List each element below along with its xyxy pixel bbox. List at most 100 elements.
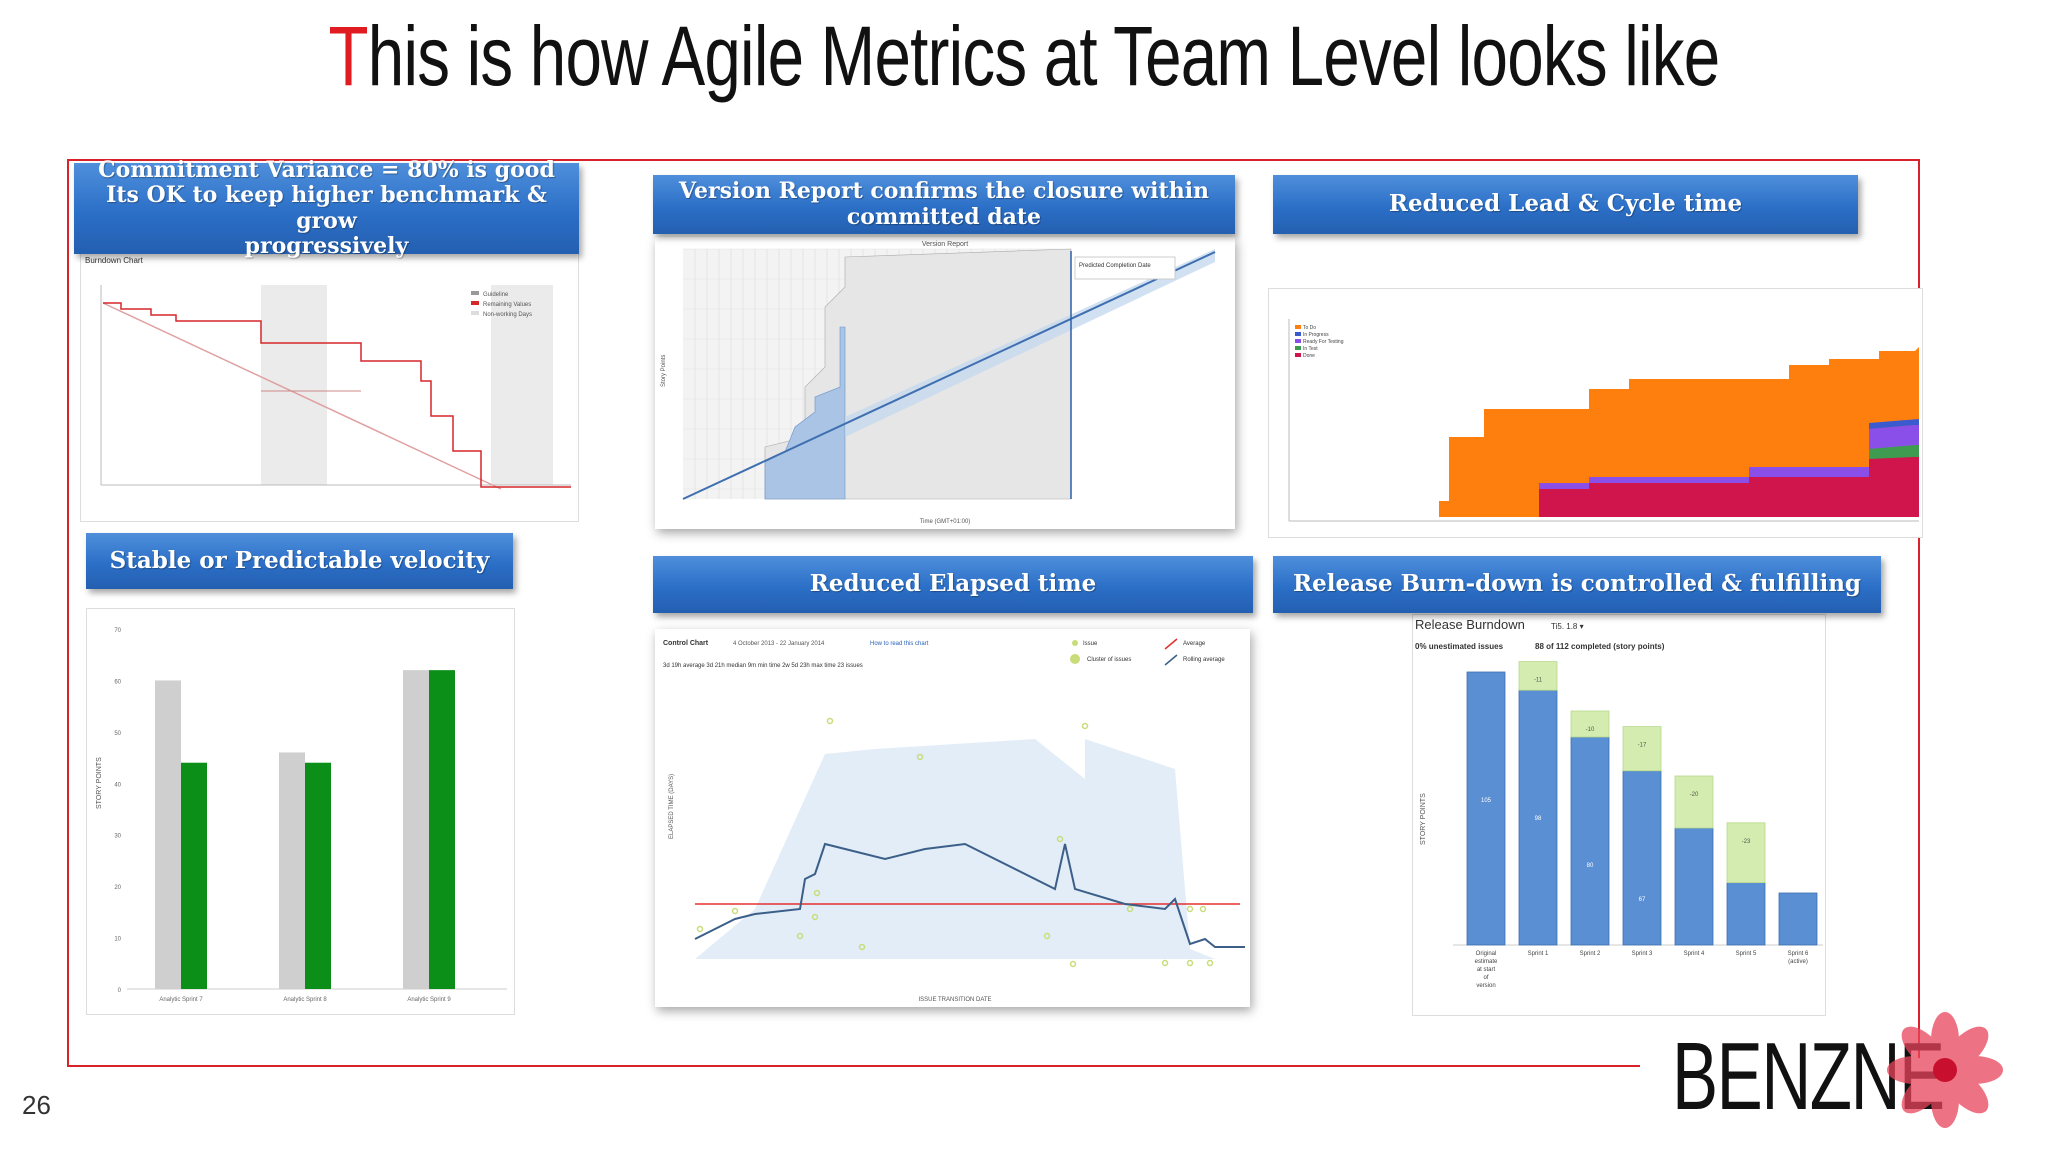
legend-average: Average xyxy=(1183,641,1206,647)
velocity-category-label: Analytic Sprint 9 xyxy=(407,997,451,1003)
cfd-legend-2: Ready For Testing xyxy=(1303,339,1344,345)
remaining-bar xyxy=(1726,882,1766,946)
added-scope-bar xyxy=(1726,822,1766,884)
added-scope-value: -10 xyxy=(1586,727,1595,733)
burndown-chart-panel: Burndown Chart Guideline Remaining Value… xyxy=(80,250,579,522)
release-burndown-title: Release Burndown xyxy=(1415,617,1525,632)
legend-rolling-average: Rolling average xyxy=(1183,657,1225,663)
completed-bar xyxy=(181,762,207,989)
remaining-bar xyxy=(1622,770,1662,946)
velocity-panel: STORY POINTS 70 60 50 40 30 20 10 0 Analytic Spr… xyxy=(86,608,515,1015)
control-chart-range: 4 October 2013 - 22 January 2014 xyxy=(733,641,825,647)
legend-issue: Issue xyxy=(1083,641,1098,647)
flower-petals xyxy=(1887,1012,2003,1128)
remaining-value: 24 xyxy=(1743,1009,1750,1015)
velocity-ytick: 50 xyxy=(114,731,121,737)
completed-bar xyxy=(305,762,331,989)
frame-gap xyxy=(1640,1058,1940,1078)
sprint-label: of xyxy=(1483,975,1488,981)
added-scope-bar xyxy=(1570,710,1610,738)
sprint-label: Sprint 3 xyxy=(1632,951,1653,957)
elapsed-time-header: Reduced Elapsed time xyxy=(653,556,1253,613)
remaining-bar xyxy=(1570,736,1610,946)
release-burndown-panel: Release Burndown Ti5. 1.8 ▾ 0% unestimat… xyxy=(1412,614,1826,1025)
content-frame xyxy=(67,159,1920,1067)
velocity-ylabel: STORY POINTS xyxy=(96,757,103,809)
sprint-label: Sprint 1 xyxy=(1528,951,1549,957)
completed-bar xyxy=(429,670,455,989)
version-ylabel: Story Points xyxy=(661,355,667,387)
added-scope-bar xyxy=(1518,661,1558,691)
rolling-average-line xyxy=(694,842,1245,948)
in-progress-area xyxy=(1869,419,1919,429)
burndown-legend-3: Non-working Days xyxy=(483,312,532,318)
burndown-chart-svg: Burndown Chart Guideline Remaining Value… xyxy=(85,256,571,490)
guideline-line xyxy=(102,302,502,490)
velocity-chart-svg: STORY POINTS 70 60 50 40 30 20 10 0 Analytic Spr… xyxy=(96,628,507,1003)
remaining-value: 45 xyxy=(1691,954,1698,960)
sprint-label: Sprint 4 xyxy=(1684,951,1705,957)
release-stat-completed: 88 of 112 completed (story points) xyxy=(1535,642,1665,651)
velocity-ytick: 0 xyxy=(118,988,122,994)
added-scope-value: -17 xyxy=(1638,743,1647,749)
sprint-label: (active) xyxy=(1788,959,1808,965)
burndown-legend-1: Guideline xyxy=(483,292,509,298)
control-chart-panel: Control Chart 4 October 2013 - 22 Januar… xyxy=(655,629,1250,1007)
remaining-bar xyxy=(1674,827,1714,946)
remaining-bar xyxy=(1466,671,1506,946)
title-text: his is how Agile Metrics at Team Level l… xyxy=(367,9,1720,103)
cfd-legend-1: In Progress xyxy=(1303,332,1329,338)
control-xlabel: ISSUE TRANSITION DATE xyxy=(918,997,991,1003)
release-stat-unestimated: 0% unestimated issues xyxy=(1415,642,1504,651)
sprint-label: Sprint 6 xyxy=(1788,951,1809,957)
cfd-legend-4: Done xyxy=(1303,353,1315,359)
added-scope-value: -20 xyxy=(1690,792,1699,798)
non-working-band xyxy=(261,285,327,485)
remaining-bar xyxy=(1778,892,1818,946)
sprint-label: version xyxy=(1476,983,1495,989)
velocity-category-label: Analytic Sprint 7 xyxy=(159,997,203,1003)
release-burndown-header: Release Burn-down is controlled & fulfil… xyxy=(1273,556,1881,613)
velocity-ytick: 30 xyxy=(114,834,121,840)
release-burndown-svg: Release Burndown Ti5. 1.8 ▾ 0% unestimat… xyxy=(1415,617,1823,1025)
commitment-header-line-3: progressively xyxy=(244,232,409,259)
commitment-bar xyxy=(279,752,305,989)
velocity-ytick: 20 xyxy=(114,885,121,891)
sprint-label: Sprint 2 xyxy=(1580,951,1601,957)
cumulative-flow-svg: To Do In Progress Ready For Testing In T… xyxy=(1288,319,1919,522)
prediction-line xyxy=(682,251,1216,500)
sprint-label: Original xyxy=(1476,951,1497,957)
remaining-values-line xyxy=(103,302,571,488)
title-first-letter: T xyxy=(328,9,369,103)
done-area xyxy=(1539,457,1919,517)
velocity-ytick: 60 xyxy=(114,679,121,685)
version-header-line-2: committed date xyxy=(846,203,1042,230)
lead-cycle-header: Reduced Lead & Cycle time xyxy=(1273,175,1858,234)
control-ylabel: ELAPSED TIME (DAYS) xyxy=(669,774,675,839)
page-number: 26 xyxy=(22,1090,51,1120)
remaining-value: 80 xyxy=(1587,863,1594,869)
release-version-select[interactable]: Ti5. 1.8 ▾ xyxy=(1551,622,1584,631)
commitment-variance-header: Commitment Variance = 80% is good Its OK … xyxy=(74,157,579,259)
commitment-bar xyxy=(403,670,429,989)
remaining-value: 67 xyxy=(1639,897,1646,903)
control-chart-stats: 3d 19h average 3d 21h median 9m min time… xyxy=(663,663,863,669)
non-working-band xyxy=(491,285,553,485)
remaining-value: 105 xyxy=(1481,798,1492,804)
remaining-value: 98 xyxy=(1535,816,1542,822)
std-deviation-band xyxy=(695,739,1215,959)
commitment-header-line-2: Its OK to keep higher benchmark & grow xyxy=(106,182,547,234)
commitment-header-line-1: Commitment Variance = 80% is good xyxy=(98,156,555,183)
velocity-ytick: 70 xyxy=(114,628,121,634)
version-report-legend: Predicted Completion Date xyxy=(1079,263,1151,269)
version-header-line-1: Version Report confirms the closure with… xyxy=(678,178,1210,205)
release-ylabel: STORY POINTS xyxy=(1420,793,1427,845)
legend-cluster: Cluster of issues xyxy=(1087,657,1131,663)
sprint-label: Sprint 5 xyxy=(1736,951,1757,957)
cfd-legend-3: In Test xyxy=(1303,346,1318,352)
commitment-bar xyxy=(155,680,181,989)
version-report-title: Version Report xyxy=(922,241,968,248)
how-to-read-link[interactable]: How to read this chart xyxy=(870,641,929,647)
sprint-label: estimate xyxy=(1475,959,1498,965)
added-scope-bar xyxy=(1674,775,1714,829)
